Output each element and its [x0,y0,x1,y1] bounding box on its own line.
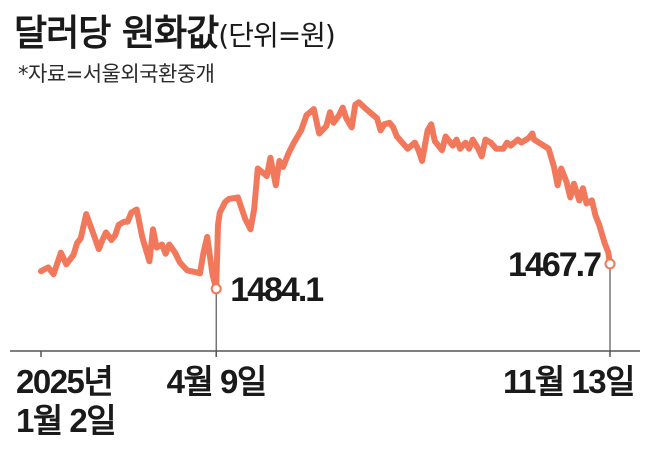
annotation-leaders [215,263,611,351]
annotation-label: 1484.1 [230,271,323,309]
series-line [38,99,613,292]
annotation-marker [210,283,222,295]
unit-label: (단위=원) [218,19,336,52]
x-tick-marks [40,351,611,357]
title-line: 달러당 원화값(단위=원) [14,4,336,56]
annotation-marker [604,258,616,270]
chart-title: 달러당 원화값 [14,13,219,54]
source-note: *자료=서울외국환중개 [18,62,215,86]
x-tick-label: 2025년 [16,363,112,400]
annotation-labels: 1484.1 1467.7 [230,246,603,309]
x-tick-label: 4월 9일 [167,363,266,400]
annotation-markers [210,258,616,295]
x-tick-label: 11월 13일 [503,363,634,400]
annotation-label: 1467.7 [508,246,601,284]
x-tick-label: 1월 2일 [16,402,115,439]
